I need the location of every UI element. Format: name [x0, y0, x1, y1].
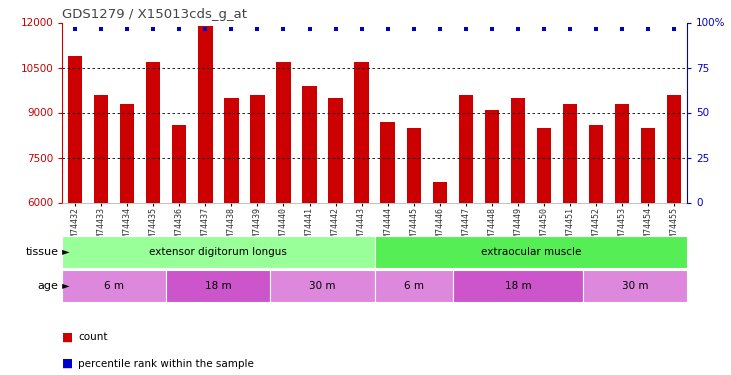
Bar — [537, 128, 551, 202]
Bar — [406, 128, 421, 202]
Bar — [563, 104, 577, 202]
Text: ►: ► — [59, 281, 70, 291]
Text: count: count — [78, 333, 107, 342]
Bar — [433, 182, 447, 203]
Text: 18 m: 18 m — [205, 281, 232, 291]
Bar — [146, 62, 160, 202]
Bar — [198, 26, 213, 202]
Bar — [276, 62, 291, 202]
Text: ►: ► — [59, 247, 70, 257]
Text: GDS1279 / X15013cds_g_at: GDS1279 / X15013cds_g_at — [62, 8, 247, 21]
Bar — [667, 94, 681, 202]
Bar — [62, 236, 374, 268]
Bar — [381, 122, 395, 202]
Bar — [167, 270, 270, 302]
Bar — [641, 128, 655, 202]
Bar — [120, 104, 135, 202]
Text: 30 m: 30 m — [309, 281, 336, 291]
Text: 18 m: 18 m — [504, 281, 531, 291]
Text: ■: ■ — [62, 357, 73, 370]
Bar — [583, 270, 687, 302]
Text: extraocular muscle: extraocular muscle — [481, 247, 581, 257]
Text: 6 m: 6 m — [105, 281, 124, 291]
Bar — [485, 110, 499, 202]
Text: extensor digitorum longus: extensor digitorum longus — [149, 247, 287, 257]
Text: 6 m: 6 m — [404, 281, 424, 291]
Bar — [374, 270, 452, 302]
Bar — [224, 98, 238, 202]
Bar — [452, 270, 583, 302]
Bar — [355, 62, 368, 202]
Bar — [458, 94, 473, 202]
Text: 30 m: 30 m — [622, 281, 648, 291]
Bar — [303, 86, 317, 202]
Bar — [94, 94, 108, 202]
Bar — [589, 124, 603, 202]
Text: age: age — [37, 281, 58, 291]
Bar — [511, 98, 525, 202]
Bar — [173, 124, 186, 202]
Bar — [615, 104, 629, 202]
Bar — [250, 94, 265, 202]
Text: tissue: tissue — [26, 247, 58, 257]
Bar — [68, 56, 83, 202]
Bar — [270, 270, 374, 302]
Bar — [328, 98, 343, 202]
Bar — [374, 236, 687, 268]
Bar — [62, 270, 167, 302]
Text: percentile rank within the sample: percentile rank within the sample — [78, 359, 254, 369]
Text: ■: ■ — [62, 331, 73, 344]
